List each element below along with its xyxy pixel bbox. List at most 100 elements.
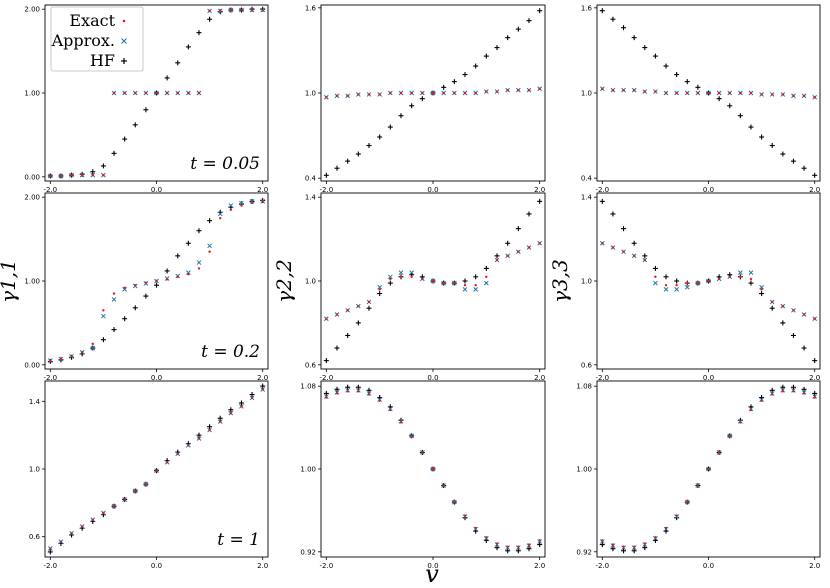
point-exact (399, 275, 403, 279)
point-exact (538, 87, 541, 90)
point-exact (474, 283, 477, 287)
x-tick-label: 2.0 (257, 374, 268, 382)
point-exact (176, 275, 179, 279)
x-tick-label: 0.0 (151, 562, 162, 570)
point-hf (175, 253, 181, 259)
point-exact (506, 254, 509, 258)
y-tick-label: 1.0 (29, 466, 40, 474)
point-approx (653, 280, 658, 286)
point-hf (441, 84, 447, 90)
point-hf (727, 103, 733, 109)
point-hf (132, 305, 138, 311)
point-approx (398, 270, 404, 275)
point-exact (144, 281, 148, 284)
point-hf (737, 113, 743, 119)
point-approx (674, 287, 679, 292)
point-approx (196, 260, 202, 265)
point-hf (345, 384, 351, 390)
y-tick-label: 1.4 (305, 194, 317, 202)
point-exact (431, 91, 435, 95)
point-hf (355, 320, 361, 326)
point-exact (760, 93, 763, 96)
point-hf (334, 165, 340, 171)
point-hf (515, 26, 521, 32)
point-exact (453, 281, 456, 285)
point-hf (132, 122, 138, 128)
point-hf (196, 432, 202, 438)
point-exact (739, 421, 742, 424)
point-exact (760, 399, 763, 402)
point-exact (442, 484, 445, 487)
point-exact (335, 313, 339, 316)
y-tick-label: 1.0 (581, 90, 592, 98)
y-tick-label: 1.0 (305, 90, 316, 98)
point-hf (143, 293, 149, 299)
point-exact (664, 283, 668, 287)
point-exact (696, 484, 700, 487)
point-exact (622, 88, 625, 92)
point-exact (325, 96, 328, 99)
point-exact (367, 300, 371, 304)
point-exact (749, 408, 753, 412)
point-hf (154, 282, 159, 288)
subplot-r1c0: -2.0 0.0 2.0 0.00 1.00 2.00 γ1,1 t = 0.2 (0, 192, 269, 382)
point-exact (686, 499, 689, 503)
point-hf (366, 387, 372, 393)
point-exact (792, 94, 795, 98)
point-exact (485, 90, 488, 93)
point-exact (378, 93, 381, 96)
point-hf (451, 79, 457, 85)
point-hf (515, 226, 521, 232)
point-exact (632, 545, 636, 548)
point-exact (495, 258, 499, 262)
y-tick-label: 1.0 (581, 278, 592, 286)
point-hf (398, 113, 404, 119)
subplot-r1c1: -2.0 0.0 2.0 0.6 1.0 1.4 γ2,2 (272, 192, 546, 382)
point-hf (759, 291, 765, 297)
point-exact (431, 279, 435, 283)
point-approx (228, 203, 234, 208)
y-tick-label: 1.00 (576, 466, 592, 474)
point-hf (801, 386, 807, 392)
point-hf (494, 545, 500, 551)
point-hf (610, 546, 616, 552)
point-hf (505, 548, 511, 554)
point-exact (463, 283, 467, 287)
point-exact (335, 392, 339, 395)
point-hf (695, 84, 701, 90)
point-hf (515, 548, 521, 554)
point-exact (717, 91, 721, 95)
point-exact (643, 542, 646, 545)
point-hf (769, 305, 775, 311)
point-exact (378, 399, 381, 402)
point-exact (611, 88, 615, 92)
point-exact (378, 288, 381, 291)
point-exact (632, 254, 636, 258)
x-tick-label: 2.0 (534, 374, 545, 382)
point-approx (473, 287, 479, 292)
point-exact (771, 93, 774, 96)
point-hf (631, 548, 637, 554)
x-tick-label: 2.0 (534, 186, 545, 194)
point-exact (187, 91, 190, 95)
y-tick-label: 0.4 (305, 175, 317, 183)
x-tick-label: 2.0 (257, 562, 268, 570)
subplot-r2c0: -2.0 0.0 2.0 0.6 1.0 1.4 t = 1 (29, 380, 269, 570)
point-exact (707, 467, 710, 471)
y-tick-label: 1.08 (300, 383, 316, 391)
point-approx (377, 284, 383, 290)
point-exact (197, 267, 201, 270)
point-exact (813, 96, 816, 99)
x-tick-label: 0.0 (427, 562, 438, 570)
point-exact (410, 435, 413, 439)
point-exact (325, 317, 328, 320)
legend-marker-exact (122, 19, 126, 23)
point-exact (399, 91, 403, 95)
point-exact (717, 277, 721, 281)
point-exact (165, 91, 169, 95)
point-exact (442, 281, 445, 285)
point-exact (802, 392, 806, 395)
point-exact (80, 351, 84, 354)
x-tick-label: -2.0 (595, 186, 609, 194)
point-exact (250, 8, 254, 12)
